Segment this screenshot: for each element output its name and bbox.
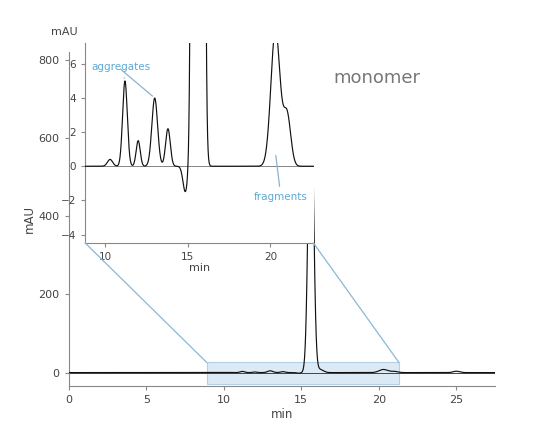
Text: aggregates: aggregates (92, 62, 151, 78)
Bar (207, 362, 399, 384)
X-axis label: min: min (271, 408, 293, 421)
Text: fragments: fragments (254, 155, 308, 202)
X-axis label: min: min (189, 263, 210, 273)
Y-axis label: mAU: mAU (23, 205, 36, 233)
Text: mAU: mAU (51, 27, 78, 37)
Text: monomer: monomer (333, 69, 420, 87)
